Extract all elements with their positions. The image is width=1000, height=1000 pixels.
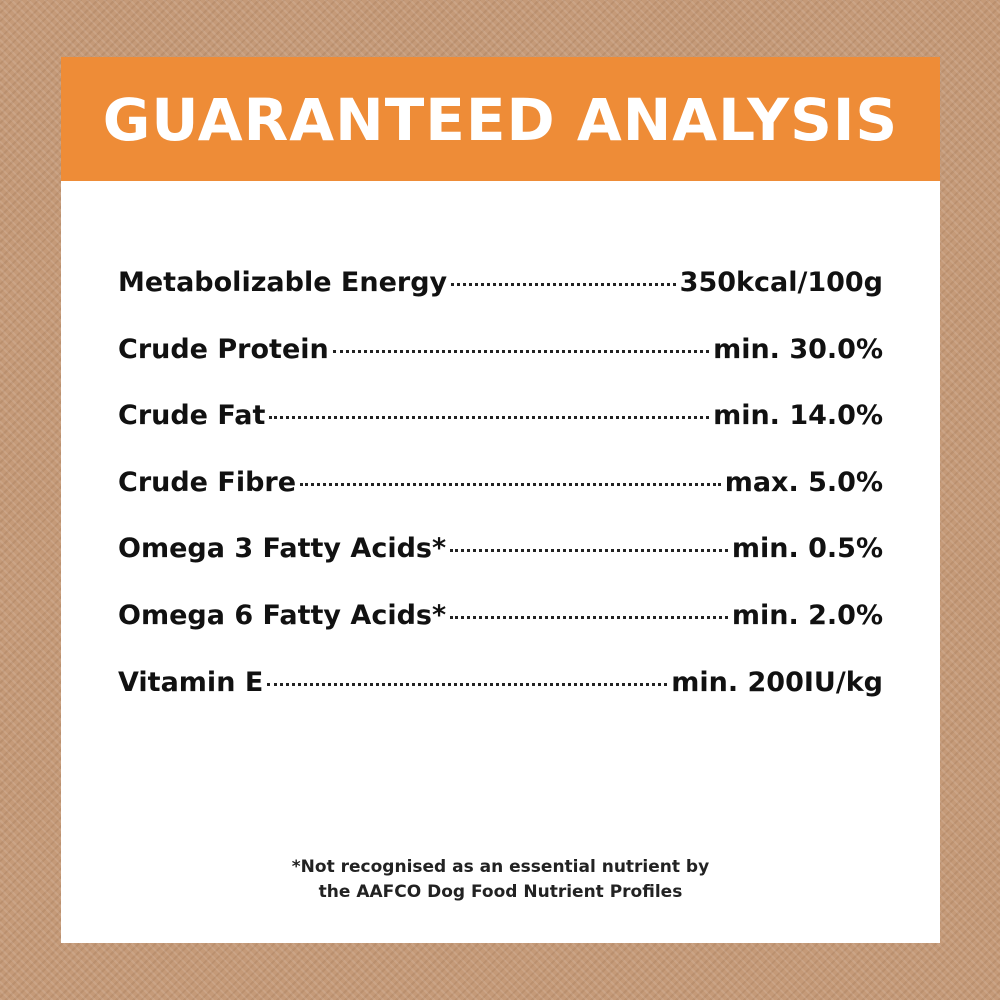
nutrient-label: Omega 6 Fatty Acids* <box>118 599 447 631</box>
analysis-row: Crude Fat min. 14.0% <box>118 400 883 467</box>
nutrient-label: Crude Fat <box>118 400 266 432</box>
analysis-row: Crude Fibre max. 5.0% <box>118 467 883 534</box>
dot-leader <box>300 482 721 486</box>
dot-leader <box>267 682 668 686</box>
footnote-line: *Not recognised as an essential nutrient… <box>291 857 710 877</box>
analysis-card: GUARANTEED ANALYSIS Metabolizable Energy… <box>61 57 940 943</box>
nutrient-label: Metabolizable Energy <box>118 267 448 298</box>
analysis-table: Metabolizable Energy 350kcal/100g Crude … <box>118 267 883 733</box>
nutrient-value: max. 5.0% <box>724 466 883 498</box>
nutrient-value: min. 30.0% <box>713 333 883 365</box>
dot-leader <box>450 549 728 553</box>
dot-leader <box>451 283 676 286</box>
analysis-row: Omega 6 Fatty Acids* min. 2.0% <box>118 600 883 667</box>
page-title: GUARANTEED ANALYSIS <box>102 86 899 154</box>
nutrient-label: Omega 3 Fatty Acids* <box>118 533 447 565</box>
nutrient-value: min. 14.0% <box>713 400 883 432</box>
nutrient-value: min. 2.0% <box>731 599 883 631</box>
dot-leader <box>450 615 728 619</box>
analysis-row: Vitamin E min. 200IU/kg <box>118 667 883 734</box>
nutrient-label: Vitamin E <box>118 666 264 698</box>
footnote-line: the AAFCO Dog Food Nutrient Profiles <box>318 882 683 902</box>
nutrient-value: min. 200IU/kg <box>671 666 883 698</box>
analysis-row: Metabolizable Energy 350kcal/100g <box>118 267 883 334</box>
title-banner: GUARANTEED ANALYSIS <box>61 57 940 181</box>
nutrient-label: Crude Protein <box>118 333 329 365</box>
nutrient-value: min. 0.5% <box>731 533 883 565</box>
nutrient-value: 350kcal/100g <box>679 267 883 298</box>
analysis-row: Omega 3 Fatty Acids* min. 0.5% <box>118 533 883 600</box>
analysis-row: Crude Protein min. 30.0% <box>118 334 883 401</box>
dot-leader <box>332 349 710 353</box>
nutrient-label: Crude Fibre <box>118 466 297 498</box>
dot-leader <box>269 416 710 420</box>
footnote: *Not recognised as an essential nutrient… <box>61 855 940 905</box>
